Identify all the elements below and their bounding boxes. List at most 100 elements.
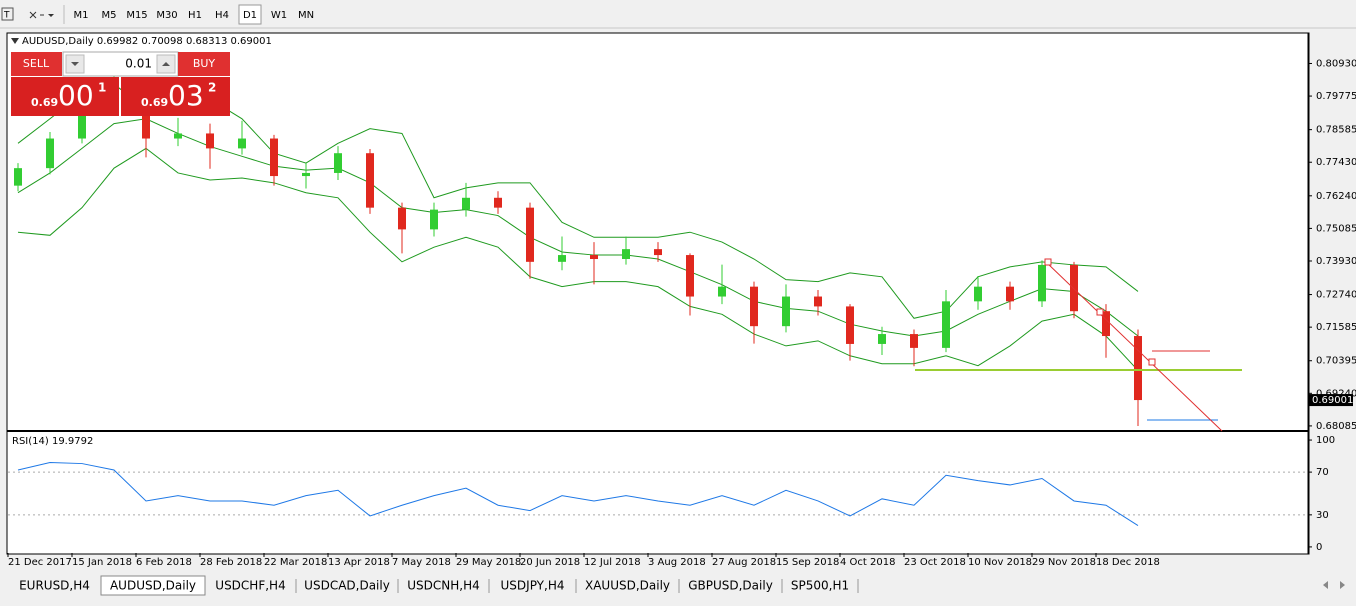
chart-title: AUDUSD,Daily 0.69982 0.70098 0.68313 0.6… xyxy=(22,36,272,47)
tab-bar xyxy=(0,574,1356,602)
toolbar xyxy=(0,0,1356,28)
candle-body xyxy=(238,138,246,149)
y-tick-label: 0.75085 xyxy=(1316,223,1356,234)
timeframe-button[interactable]: MN xyxy=(298,10,314,21)
candle-body xyxy=(302,172,310,177)
y-tick-label: 0.77430 xyxy=(1316,157,1356,168)
ask-box[interactable] xyxy=(121,77,230,116)
y-tick-label: 0.79775 xyxy=(1316,91,1356,102)
tab-scroll[interactable] xyxy=(1323,581,1345,589)
bid-box[interactable] xyxy=(11,77,119,116)
x-tick-label: 18 Dec 2018 xyxy=(1096,557,1160,568)
buy-label: BUY xyxy=(193,57,216,70)
bid-sup: 1 xyxy=(98,81,106,95)
x-tick-label: 28 Feb 2018 xyxy=(200,557,262,568)
buy-button[interactable] xyxy=(178,52,230,76)
candle-body xyxy=(270,138,278,177)
y-tick-label: 0.68085 xyxy=(1316,421,1356,432)
candle-body xyxy=(782,296,790,327)
ask-sup: 2 xyxy=(208,81,216,95)
tab[interactable]: USDCNH,H4 xyxy=(407,579,480,593)
candle-body xyxy=(910,334,918,348)
anchor-point[interactable] xyxy=(1148,358,1156,366)
candle-body xyxy=(718,286,726,297)
timeframe-button[interactable]: H4 xyxy=(215,10,229,21)
y-tick-label: 0.73930 xyxy=(1316,256,1356,267)
candle-body xyxy=(750,286,758,327)
timeframe-active xyxy=(238,4,262,25)
x-tick-label: 4 Oct 2018 xyxy=(840,557,895,568)
timeframe-button[interactable]: M15 xyxy=(126,10,147,21)
candle-body xyxy=(1102,311,1110,337)
candle-body xyxy=(1134,336,1142,401)
y-tick-label: 100 xyxy=(1316,435,1335,446)
anchor-point[interactable] xyxy=(1096,308,1104,316)
tab[interactable]: GBPUSD,Daily xyxy=(688,579,773,593)
dropdown-arrow[interactable] xyxy=(48,14,54,17)
candle-body xyxy=(558,255,566,262)
timeframe-button[interactable]: D1 xyxy=(243,10,257,21)
lot-value: 0.01 xyxy=(125,57,152,71)
timeframe-button[interactable]: H1 xyxy=(188,10,202,21)
timeframe-button[interactable]: M30 xyxy=(156,10,177,21)
y-tick-label: 0.80930 xyxy=(1316,58,1356,69)
y-tick-label: 0 xyxy=(1316,542,1322,553)
timeframe-button[interactable]: M5 xyxy=(102,10,117,21)
candle-body xyxy=(686,255,694,297)
symbol-tabs: EURUSD,H4 AUDUSD,Daily USDCHF,H4 USDCAD,Dai… xyxy=(19,575,859,596)
x-tick-label: 3 Aug 2018 xyxy=(648,557,706,568)
candle-body xyxy=(398,207,406,230)
y-tick-label: 0.71585 xyxy=(1316,322,1356,333)
y-tick-label: 0.72740 xyxy=(1316,290,1356,301)
trend-line[interactable] xyxy=(1045,261,1223,432)
lot-up-arrow xyxy=(162,62,170,66)
bollinger-band xyxy=(17,147,1139,371)
chart-area xyxy=(6,32,1310,555)
x-tick-label: 10 Nov 2018 xyxy=(968,557,1032,568)
tab[interactable]: AUDUSD,Daily xyxy=(110,579,196,593)
candle-body xyxy=(462,197,470,210)
candle-body xyxy=(654,249,662,256)
tab[interactable]: EURUSD,H4 xyxy=(19,579,90,593)
candle-body xyxy=(174,133,182,139)
candle-body xyxy=(1070,264,1078,312)
plot: 0.80930 0.79775 0.78585 0.77430 0.76240 0.750… xyxy=(7,58,1356,568)
x-tick-label: 15 Sep 2018 xyxy=(776,557,839,568)
candle-body xyxy=(1038,264,1046,302)
text-tool-glyph: T xyxy=(3,11,10,21)
objects-tool-icon[interactable] xyxy=(29,11,44,19)
tab[interactable]: SP500,H1 xyxy=(791,579,849,593)
y-tick-label: 30 xyxy=(1316,510,1329,521)
tab[interactable]: USDJPY,H4 xyxy=(501,579,565,593)
tab[interactable]: USDCAD,Daily xyxy=(304,579,390,593)
text-tool-icon[interactable] xyxy=(1,7,14,21)
timeframe-bar: M1 M5 M15 M30 H1 H4 D1 W1 MN xyxy=(74,4,314,25)
sell-button[interactable] xyxy=(11,52,62,76)
candle-body xyxy=(974,286,982,302)
x-tick-label: 27 Aug 2018 xyxy=(712,557,776,568)
tab[interactable]: USDCHF,H4 xyxy=(215,579,285,593)
x-tick-label: 29 May 2018 xyxy=(456,557,521,568)
lot-down-arrow xyxy=(71,62,79,66)
anchor-point[interactable] xyxy=(1044,258,1052,266)
candle-body xyxy=(334,153,342,173)
y-tick-label: 0.78585 xyxy=(1316,125,1356,136)
timeframe-button[interactable]: M1 xyxy=(74,10,89,21)
candle-body xyxy=(878,334,886,344)
rsi-title: RSI(14) 19.9792 xyxy=(12,436,93,447)
tab[interactable]: XAUUSD,Daily xyxy=(585,579,670,593)
ask-big: 03 xyxy=(168,79,204,112)
y-tick-label: 0.70395 xyxy=(1316,356,1356,367)
candle-body xyxy=(430,209,438,230)
candle-body xyxy=(814,296,822,307)
tab-active xyxy=(100,575,206,596)
y-tick-label: 0.76240 xyxy=(1316,191,1356,202)
candle-body xyxy=(942,301,950,348)
x-tick-label: 20 Jun 2018 xyxy=(520,557,580,568)
ask-prefix: 0.69 xyxy=(141,96,168,109)
x-tick-label: 22 Mar 2018 xyxy=(264,557,327,568)
bid-big: 00 xyxy=(58,79,94,112)
timeframe-button[interactable]: W1 xyxy=(271,10,287,21)
candle-body xyxy=(142,99,150,139)
x-tick-label: 21 Dec 2017 xyxy=(8,557,72,568)
